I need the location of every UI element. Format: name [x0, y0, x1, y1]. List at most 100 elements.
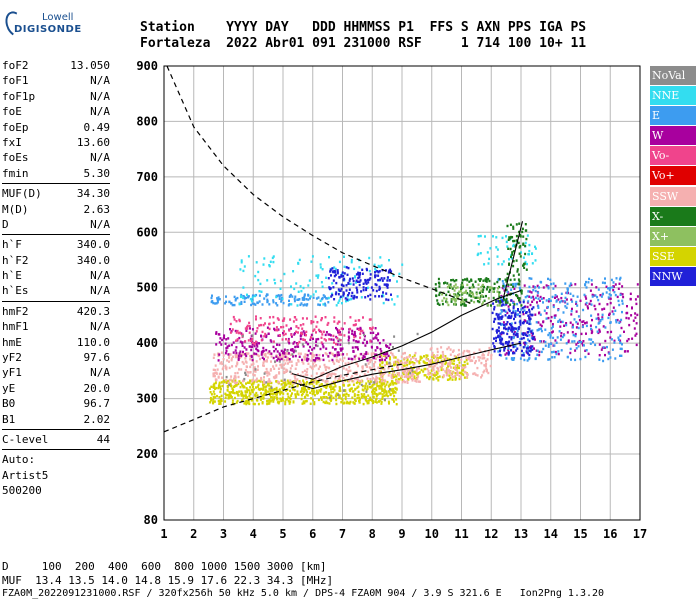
echo-point-e	[530, 277, 533, 280]
echo-point-vo-	[357, 319, 360, 322]
echo-point-sse	[426, 362, 429, 365]
echo-point-w	[363, 355, 366, 359]
echo-point-w	[232, 341, 235, 344]
x-tick-label: 5	[279, 527, 286, 541]
echo-point-e	[547, 285, 550, 289]
echo-point-w	[540, 324, 543, 328]
echo-point-x-	[522, 262, 525, 266]
echo-point-w	[353, 333, 356, 336]
echo-point-nnw	[338, 276, 341, 279]
echo-point-sse	[437, 379, 440, 382]
echo-point-nnw	[500, 339, 503, 342]
echo-point-nne	[528, 253, 530, 256]
echo-point-ssw	[392, 355, 395, 358]
echo-point-ssw	[468, 356, 471, 359]
echo-point-nnw	[375, 283, 378, 287]
echo-point-sse	[292, 380, 295, 383]
echo-point-ssw	[479, 356, 482, 359]
echo-point-nnw	[347, 266, 350, 270]
echo-point-ssw	[286, 358, 289, 361]
echo-point-ssw	[321, 373, 324, 376]
echo-point-w	[364, 352, 367, 356]
echo-point-e	[582, 325, 584, 328]
echo-point-vo-	[251, 341, 254, 344]
echo-point-ssw	[483, 369, 486, 372]
echo-point-x-	[456, 286, 459, 289]
echo-point-vo-	[294, 316, 297, 319]
echo-point-ssw	[434, 359, 437, 362]
echo-point-w	[547, 316, 550, 320]
echo-point-w	[260, 334, 262, 337]
echo-point-e	[614, 293, 617, 297]
echo-point-sse	[288, 396, 291, 400]
echo-point-vo-	[283, 317, 286, 320]
echo-point-ssw	[355, 354, 357, 357]
echo-point-ssw	[328, 373, 331, 376]
echo-point-w	[290, 348, 293, 351]
echo-point-sse	[304, 387, 307, 390]
echo-point-sse	[283, 383, 286, 386]
echo-point-w	[250, 354, 253, 358]
echo-point-ssw	[366, 365, 369, 368]
echo-point-sse	[230, 391, 233, 394]
echo-point-sse	[231, 380, 234, 383]
echo-point-x-	[485, 288, 488, 291]
echo-point-w	[215, 331, 218, 334]
echo-point-e	[607, 296, 610, 299]
echo-point-ssw	[441, 364, 444, 367]
echo-point-e	[614, 309, 617, 312]
echo-point-e	[529, 322, 532, 326]
echo-point-sse	[325, 384, 328, 388]
echo-point-nnw	[355, 286, 358, 289]
echo-point-ssw	[432, 367, 435, 370]
echo-point-sse	[381, 397, 384, 400]
echo-point-ssw	[355, 371, 358, 374]
echo-point-nnw	[509, 322, 511, 326]
echo-point-nnw	[339, 289, 342, 292]
echo-point-ssw	[404, 380, 406, 384]
echo-point-w	[234, 329, 237, 333]
echo-point-vo-	[337, 320, 340, 323]
echo-point-w	[299, 334, 302, 338]
echo-point-w	[334, 354, 337, 357]
echo-point-x-	[466, 277, 469, 281]
echo-point-sse	[305, 389, 308, 392]
echo-point-ssw	[449, 353, 452, 356]
echo-point-nnw	[333, 269, 336, 273]
echo-point-sse	[310, 397, 313, 400]
echo-point-ssw	[212, 372, 215, 375]
echo-point-sse	[300, 397, 303, 401]
echo-point-nnw	[512, 345, 515, 349]
echo-point-sse	[428, 377, 431, 380]
echo-point-x-	[507, 238, 510, 241]
echo-point-w	[319, 347, 322, 351]
echo-point-sse	[268, 402, 271, 405]
echo-point-ssw	[282, 370, 285, 374]
echo-point-vo-	[321, 333, 324, 336]
echo-point-ssw	[396, 380, 399, 383]
echo-point-w	[268, 350, 271, 353]
echo-point-sse	[276, 398, 279, 401]
echo-point-sse	[461, 369, 464, 372]
echo-point-ssw	[257, 365, 259, 368]
echo-point-x-	[511, 253, 514, 256]
echo-point-nne	[321, 285, 324, 288]
echo-point-nne	[283, 272, 286, 276]
echo-point-vo-	[322, 330, 325, 333]
echo-point-vo-	[295, 325, 298, 328]
echo-point-w	[219, 337, 222, 340]
echo-point-x-	[462, 300, 465, 304]
echo-point-w	[507, 349, 510, 352]
echo-point-vo-	[325, 339, 327, 342]
echo-point-w	[290, 333, 293, 336]
echo-point-sse	[260, 398, 262, 401]
echo-point-ssw	[414, 379, 417, 382]
echo-point-nne	[379, 256, 382, 259]
echo-point-e	[512, 292, 515, 295]
echo-point-nnw	[357, 271, 360, 274]
echo-point-ssw	[407, 375, 410, 378]
echo-point-w	[303, 333, 306, 337]
echo-point-ssw	[297, 373, 299, 376]
echo-point-w	[225, 347, 228, 350]
echo-point-vo-	[288, 329, 291, 332]
